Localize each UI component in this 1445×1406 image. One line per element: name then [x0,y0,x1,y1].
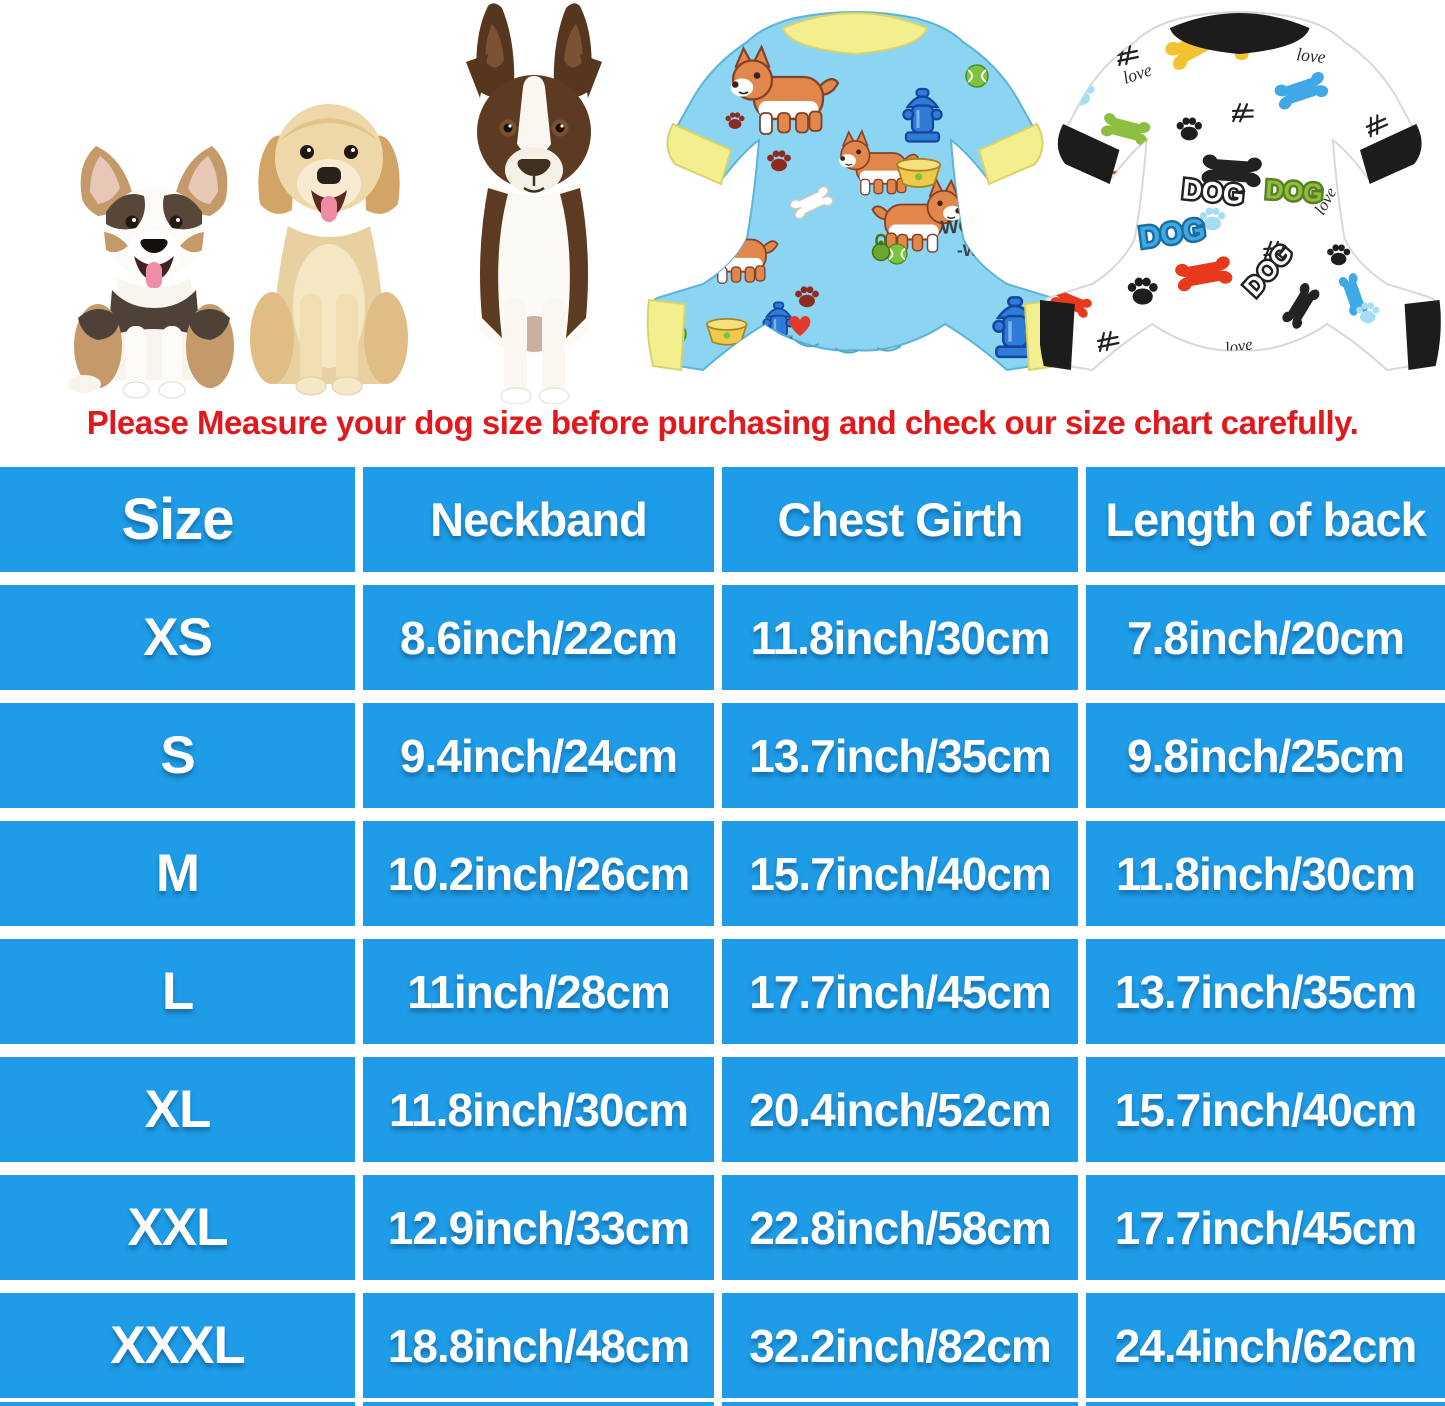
pajama-cuff [1359,124,1422,184]
back-length-value: 9.8inch/25cm [1086,703,1445,808]
white-pajama-photo: DOG DOG DOG DOG DOG DOG love love love l… [1040,11,1441,371]
golden-nose [317,167,341,184]
corgi-nose [140,239,168,253]
corgi-puppy-photo [68,146,234,399]
tennis-ball-icon [965,64,989,88]
size-row-xs: XS 8.6inch/22cm 11.8inch/30cm 7.8inch/20… [0,585,1445,690]
love-text: love [1296,44,1327,67]
chest-girth-value: 11.8inch/30cm [722,585,1078,690]
back-length-value: 11.8inch/30cm [1086,821,1445,926]
chest-girth-value: 17.7inch/45cm [722,939,1078,1044]
neckband-value: 8.6inch/22cm [363,585,714,690]
chest-girth-value: 13.7inch/35cm [722,703,1078,808]
size-label: XL [0,1057,355,1162]
golden-retriever-puppy-photo [250,104,408,396]
size-row-xl: XL 11.8inch/30cm 20.4inch/52cm 15.7inch/… [0,1057,1445,1162]
corgi-tongue [146,262,162,289]
pajama-cuff [1057,124,1120,184]
golden-eye [300,145,314,159]
collie-nose [517,159,551,176]
chest-girth-value: 15.7inch/40cm [722,821,1078,926]
header-neckband: Neckband [363,467,714,572]
bone-icon [984,218,1027,247]
border-collie-puppy-photo [466,3,602,404]
neckband-value: 9.4inch/24cm [363,703,714,808]
neckband-value: 11inch/28cm [363,939,714,1044]
size-chart-header-row: Size Neckband Chest Girth Length of back [0,467,1445,572]
measurement-notice: Please Measure your dog size before purc… [86,404,1359,441]
chest-girth-value: 32.2inch/82cm [722,1293,1078,1398]
pajama-cuff [1040,300,1075,370]
size-chart-table: Size Neckband Chest Girth Length of back… [0,467,1445,1406]
woof-text: -WOOF [957,241,1016,260]
header-chest-girth: Chest Girth [722,467,1078,572]
header-size: Size [0,467,355,572]
size-label: L [0,939,355,1044]
dog-bowl-icon [896,157,942,188]
woof-text: WOOF [940,214,1000,239]
bone-icon [1132,333,1176,370]
back-length-value: 24.4inch/62cm [1086,1293,1445,1398]
size-label: M [0,821,355,926]
size-row-xxl: XXL 12.9inch/33cm 22.8inch/58cm 17.7inch… [0,1175,1445,1280]
size-row-s: S 9.4inch/24cm 13.7inch/35cm 9.8inch/25c… [0,703,1445,808]
chest-girth-value: 20.4inch/52cm [722,1057,1078,1162]
size-label: XS [0,585,355,690]
pajama-neckband [1169,13,1310,54]
pajama-cuff [646,298,687,372]
header-length-of-back: Length of back [1086,467,1445,572]
golden-tongue [321,196,337,222]
paw-print-icon [935,348,959,370]
pajama-cuff [666,122,733,186]
back-length-value: 15.7inch/40cm [1086,1057,1445,1162]
size-label: XXL [0,1175,355,1280]
elastic-gathers [772,327,902,354]
pajama-cuff [1404,300,1441,370]
dog-text: DOG [1265,176,1324,208]
pajama-cuff [977,122,1044,186]
size-row-m: M 10.2inch/26cm 15.7inch/40cm 11.8inch/3… [0,821,1445,926]
dog-text: DOG [1181,173,1246,211]
corgi-eye [125,215,139,229]
corgi-eye [169,215,183,229]
size-row-xxxl: XXXL 18.8inch/48cm 32.2inch/82cm 24.4inc… [0,1293,1445,1398]
pajama-neckband [781,12,929,56]
size-row-l: L 11inch/28cm 17.7inch/45cm 13.7inch/35c… [0,939,1445,1044]
corgi-tail [68,375,101,393]
back-length-value: 17.7inch/45cm [1086,1175,1445,1280]
back-length-value: 7.8inch/20cm [1086,585,1445,690]
size-label: S [0,703,355,808]
collie-eye [503,123,513,133]
size-label: XXXL [0,1293,355,1398]
tennis-ball-icon [886,243,908,265]
chest-girth-value: 22.8inch/58cm [722,1175,1078,1280]
neckband-value: 12.9inch/33cm [363,1175,714,1280]
blue-pajama-photo: WOOF -WOOF [646,11,1064,372]
neckband-value: 10.2inch/26cm [363,821,714,926]
golden-eye [344,145,358,159]
paw-print-icon [1001,46,1025,68]
neckband-value: 11.8inch/30cm [363,1057,714,1162]
neckband-value: 18.8inch/48cm [363,1293,714,1398]
love-text: love [1224,334,1255,358]
cropped-next-row [0,1402,1445,1406]
collie-eye [555,123,565,133]
back-length-value: 13.7inch/35cm [1086,939,1445,1044]
